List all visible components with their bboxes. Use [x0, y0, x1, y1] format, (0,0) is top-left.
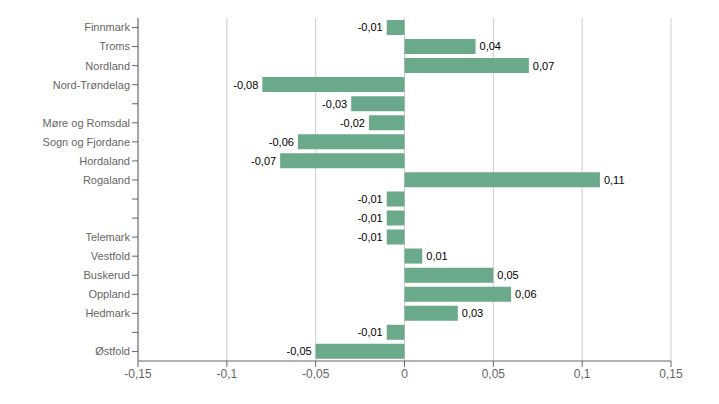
- svg-text:-0,05: -0,05: [287, 345, 312, 357]
- svg-text:-0,01: -0,01: [358, 326, 383, 338]
- svg-text:-0,05: -0,05: [302, 367, 330, 381]
- svg-text:Rogaland: Rogaland: [83, 174, 130, 186]
- svg-text:-0,03: -0,03: [322, 98, 347, 110]
- svg-text:0,05: 0,05: [497, 269, 518, 281]
- svg-text:-0,01: -0,01: [358, 212, 383, 224]
- svg-text:0,01: 0,01: [426, 250, 447, 262]
- svg-text:Vestfold: Vestfold: [91, 250, 130, 262]
- svg-text:0,03: 0,03: [462, 307, 483, 319]
- svg-text:0,15: 0,15: [659, 367, 683, 381]
- svg-text:Nord-Trøndelag: Nord-Trøndelag: [53, 79, 130, 91]
- svg-text:Finnmark: Finnmark: [84, 21, 130, 33]
- svg-text:Møre og Romsdal: Møre og Romsdal: [43, 117, 130, 129]
- svg-text:Hordaland: Hordaland: [79, 155, 130, 167]
- svg-text:-0,02: -0,02: [340, 117, 365, 129]
- svg-text:0,05: 0,05: [482, 367, 506, 381]
- svg-text:Sogn og Fjordane: Sogn og Fjordane: [43, 136, 130, 148]
- svg-text:-0,15: -0,15: [124, 367, 152, 381]
- svg-text:-0,1: -0,1: [216, 367, 237, 381]
- svg-text:0,11: 0,11: [604, 174, 625, 186]
- svg-text:0,06: 0,06: [515, 288, 536, 300]
- svg-text:0,1: 0,1: [574, 367, 591, 381]
- svg-text:-0,07: -0,07: [251, 155, 276, 167]
- svg-text:-0,01: -0,01: [358, 21, 383, 33]
- svg-text:Telemark: Telemark: [85, 231, 130, 243]
- svg-text:-0,06: -0,06: [269, 136, 294, 148]
- svg-text:0,07: 0,07: [533, 60, 554, 72]
- svg-text:Nordland: Nordland: [85, 60, 130, 72]
- svg-text:Østfold: Østfold: [95, 345, 130, 357]
- svg-text:-0,01: -0,01: [358, 231, 383, 243]
- svg-text:Oppland: Oppland: [88, 288, 130, 300]
- svg-text:Hedmark: Hedmark: [85, 307, 130, 319]
- svg-text:0: 0: [401, 367, 408, 381]
- svg-text:Troms: Troms: [99, 40, 130, 52]
- svg-text:-0,08: -0,08: [233, 79, 258, 91]
- svg-text:0,04: 0,04: [480, 40, 501, 52]
- svg-text:Buskerud: Buskerud: [84, 269, 130, 281]
- svg-text:-0,01: -0,01: [358, 193, 383, 205]
